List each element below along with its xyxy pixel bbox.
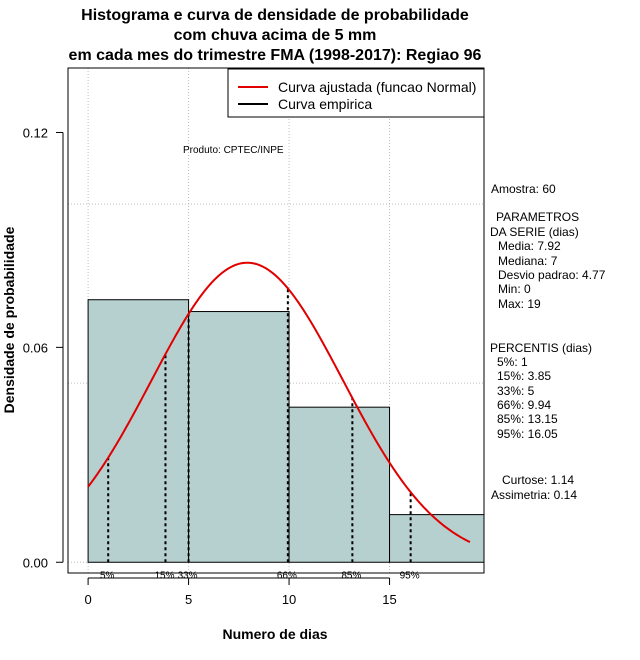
histogram-bars — [87, 299, 485, 563]
y-axis-label: Densidade de probabilidade — [1, 226, 17, 413]
y-tick-label-1: 0.06 — [23, 340, 48, 355]
stat-min: Min: 0 — [498, 282, 531, 296]
percentile-label-2: 33% — [178, 570, 198, 581]
stat-amostra: Amostra: 60 — [491, 182, 556, 196]
x-axis-label: Numero de dias — [222, 626, 327, 642]
percentile-label-0: 5% — [100, 570, 115, 581]
percentile-label-4: 85% — [341, 570, 361, 581]
stat-assimetria: Assimetria: 0.14 — [491, 488, 577, 502]
stat-p66: 66%: 9.94 — [497, 398, 551, 412]
stat-p33: 33%: 5 — [497, 384, 535, 398]
y-tick-label-2: 0.12 — [23, 125, 48, 140]
stat-p5: 5%: 1 — [497, 355, 528, 369]
stat-perc-title: PERCENTIS (dias) — [490, 341, 592, 355]
normal-fit-curve — [87, 261, 471, 543]
x-tick-label-3: 15 — [382, 592, 396, 607]
stat-param-title-1: PARAMETROS — [496, 210, 579, 224]
x-tick-label-1: 5 — [185, 592, 192, 607]
y-tick-label-0: 0.00 — [23, 555, 48, 570]
stat-media: Media: 7.92 — [498, 239, 561, 253]
histogram-bar-3 — [389, 514, 485, 563]
legend-fit-label: Curva ajustada (funcao Normal) — [278, 79, 476, 95]
legend-empirical-label: Curva empirica — [278, 96, 372, 112]
chart-title-line-2: com chuva acima de 5 mm — [174, 27, 377, 44]
percentile-label-5: 95% — [400, 570, 420, 581]
stat-p15: 15%: 3.85 — [497, 369, 551, 383]
legend-box — [227, 68, 485, 118]
chart-title-line-3: em cada mes do trimestre FMA (1998-2017)… — [69, 47, 482, 64]
percentile-label-3: 66% — [277, 570, 297, 581]
y-axis: 0.00 0.06 0.12 — [23, 125, 64, 570]
percentile-lines — [107, 288, 412, 563]
percentile-label-1: 15% — [154, 570, 174, 581]
statistics-panel: Amostra: 60 PARAMETROS DA SERIE (dias) M… — [490, 182, 606, 502]
stat-curtose: Curtose: 1.14 — [502, 473, 574, 487]
histogram-bar-2 — [288, 406, 391, 563]
percentile-labels: 5% 15% 33% 66% 85% 95% — [100, 570, 420, 581]
stat-param-title-2: DA SERIE (dias) — [490, 225, 579, 239]
x-tick-label-2: 10 — [282, 592, 296, 607]
product-label: Produto: CPTEC/INPE — [183, 145, 284, 156]
x-axis: 0 5 10 15 — [84, 577, 397, 607]
chart-title-line-1: Histograma e curva de densidade de proba… — [81, 7, 469, 24]
histogram-bar-1 — [188, 311, 290, 563]
stat-desvio: Desvio padrao: 4.77 — [498, 268, 606, 282]
x-tick-label-0: 0 — [84, 592, 91, 607]
stat-p85: 85%: 13.15 — [497, 412, 558, 426]
stat-max: Max: 19 — [498, 297, 541, 311]
legend: Curva ajustada (funcao Normal) Curva emp… — [227, 68, 485, 118]
stat-mediana: Mediana: 7 — [498, 254, 558, 268]
stat-p95: 95%: 16.05 — [497, 427, 558, 441]
plot-frame — [67, 67, 485, 574]
